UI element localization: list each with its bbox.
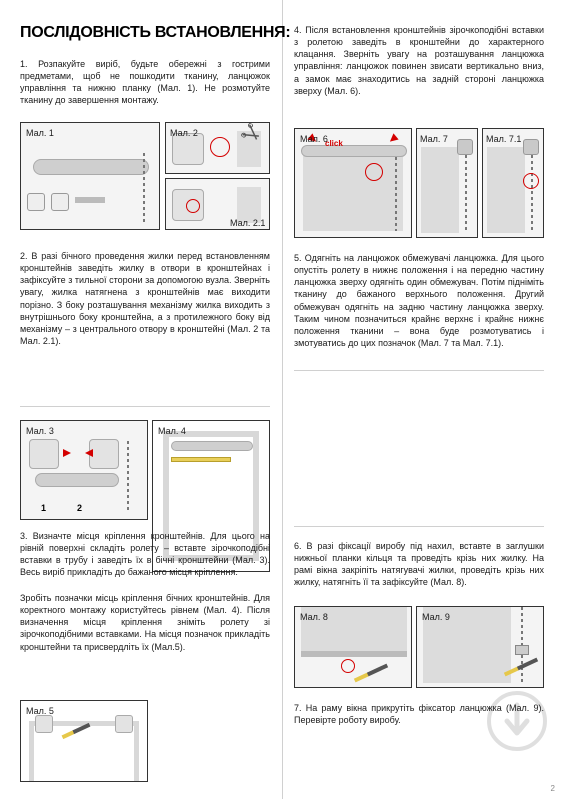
page-title: ПОСЛІДОВНІСТЬ ВСТАНОВЛЕННЯ: bbox=[20, 24, 290, 42]
level-icon bbox=[171, 457, 231, 462]
page-number: 2 bbox=[551, 784, 555, 793]
figure-3-num-1: 1 bbox=[41, 503, 46, 513]
figure-1-part bbox=[51, 193, 69, 211]
figure-1-part bbox=[75, 197, 105, 203]
watermark-icon bbox=[487, 691, 547, 751]
figure-3-bracket-l bbox=[29, 439, 59, 469]
figure-7-1-fabric bbox=[487, 147, 525, 233]
screwdriver-icon bbox=[354, 664, 388, 683]
step-5-text: 5. Одягніть на ланцюжок обмежувачі ланцю… bbox=[294, 252, 544, 349]
figure-7-1-chain bbox=[531, 155, 533, 233]
step-6-text: 6. В разі фіксації виробу під нахил, вст… bbox=[294, 540, 544, 589]
figure-1-chain bbox=[143, 153, 145, 223]
figure-5-label: Мал. 5 bbox=[26, 706, 54, 716]
figure-5-bracket-r bbox=[115, 715, 133, 733]
figure-8-bar bbox=[301, 651, 407, 657]
figure-3-arrow bbox=[63, 449, 71, 457]
figure-7-chain bbox=[465, 155, 467, 233]
figure-1-label: Мал. 1 bbox=[26, 128, 54, 138]
divider-vertical bbox=[282, 0, 283, 799]
figure-7-1-label: Мал. 7.1 bbox=[486, 134, 521, 144]
figure-9-label: Мал. 9 bbox=[422, 612, 450, 622]
figure-2-1-marker bbox=[186, 199, 200, 213]
figure-7-1 bbox=[482, 128, 544, 238]
figure-7-1-marker bbox=[523, 173, 539, 189]
step-3b-text: Зробіть позначки місць кріплення бічних … bbox=[20, 592, 270, 653]
figure-1 bbox=[20, 122, 160, 230]
figure-5-bracket-l bbox=[35, 715, 53, 733]
divider-horizontal-right-1 bbox=[294, 370, 544, 371]
figure-7-1-bracket bbox=[523, 139, 539, 155]
figure-1-roller bbox=[33, 159, 149, 175]
figure-6-marker bbox=[365, 163, 383, 181]
figure-3-bracket-r bbox=[89, 439, 119, 469]
figure-6-roller bbox=[301, 145, 407, 157]
figure-6-fabric bbox=[303, 151, 403, 231]
figure-3-arrow bbox=[85, 449, 93, 457]
figure-7-label: Мал. 7 bbox=[420, 134, 448, 144]
figure-2-marker bbox=[210, 137, 230, 157]
figure-8-label: Мал. 8 bbox=[300, 612, 328, 622]
figure-6-arrow-r bbox=[387, 133, 398, 144]
figure-7 bbox=[416, 128, 478, 238]
step-1-text: 1. Розпакуйте виріб, будьте обережні з г… bbox=[20, 58, 270, 107]
figure-6-label: Мал. 6 bbox=[300, 134, 328, 144]
figure-2-1-label: Мал. 2.1 bbox=[230, 218, 265, 228]
step-2-text: 2. В разі бічного проведення жилки перед… bbox=[20, 250, 270, 347]
step-4-text: 4. Після встановлення кронштейнів зірочк… bbox=[294, 24, 544, 97]
page: ПОСЛІДОВНІСТЬ ВСТАНОВЛЕННЯ: 1. Розпакуйт… bbox=[0, 0, 565, 799]
figure-4-roller bbox=[171, 441, 253, 451]
figure-7-bracket bbox=[457, 139, 473, 155]
figure-3-chain bbox=[127, 441, 129, 513]
figure-6-chain bbox=[395, 157, 397, 231]
figure-3-roller bbox=[35, 473, 119, 487]
figure-8-marker bbox=[341, 659, 355, 673]
divider-horizontal-right-2 bbox=[294, 526, 544, 527]
figure-6: click bbox=[294, 128, 412, 238]
figure-7-fabric bbox=[421, 147, 459, 233]
figure-2-label: Мал. 2 bbox=[170, 128, 198, 138]
divider-horizontal-left bbox=[20, 406, 270, 407]
figure-3-label: Мал. 3 bbox=[26, 426, 54, 436]
step-3-text: 3. Визначте місця кріплення кронштейнів.… bbox=[20, 530, 270, 579]
figure-4-label: Мал. 4 bbox=[158, 426, 186, 436]
figure-3-num-2: 2 bbox=[77, 503, 82, 513]
figure-1-part bbox=[27, 193, 45, 211]
figure-9-fixator bbox=[515, 645, 529, 655]
